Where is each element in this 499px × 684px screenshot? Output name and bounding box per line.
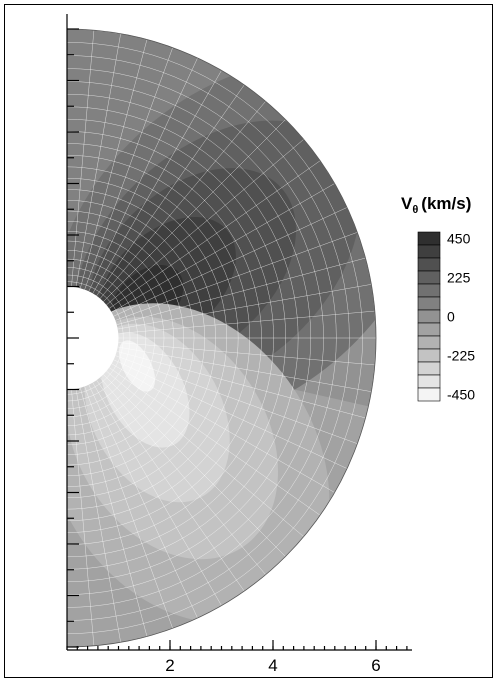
mesh-radial [109,160,321,309]
colorbar-swatch [417,231,441,246]
colorbar-label: 225 [447,270,471,286]
x-tick-label: 6 [371,656,380,675]
colorbar-swatch [417,270,441,285]
mesh-radial [80,39,148,289]
mesh-radial [113,359,348,469]
colorbar-swatch [417,374,441,389]
mesh-radial [75,33,121,288]
x-tick-label: 2 [165,656,174,675]
mesh-radial [111,183,335,313]
colorbar-swatch [417,257,441,272]
mesh-radial [92,70,222,294]
mesh-radial [75,388,121,643]
inner-boundary [67,286,119,390]
mesh-radial [118,342,375,366]
mesh-radial [84,386,173,629]
mesh-radial [116,257,366,325]
colorbar-title: Vθ (km/s) [401,194,471,216]
mesh-radial [118,310,375,334]
mesh-radial [71,30,95,287]
colorbar-swatch [417,387,441,402]
colorbar-swatch [417,244,441,259]
x-tick-label: 4 [268,656,277,675]
mesh-radial [117,284,372,330]
mesh-radial [92,382,222,606]
colorbar-swatch [417,296,441,311]
mesh-radial [96,84,245,296]
mesh-radial [103,119,286,302]
colorbar-swatch [417,335,441,350]
mesh-radial [99,377,266,575]
mesh-radial [115,355,358,444]
colorbar-swatch [417,361,441,376]
colorbar-swatch [417,283,441,298]
mesh-radial [106,370,304,537]
mesh-radial [71,389,95,646]
mesh-radial [88,384,198,619]
mesh-radial [115,232,358,321]
colorbar-label: -450 [447,387,475,403]
mesh-radial [117,346,372,392]
colorbar-label: 450 [447,231,471,247]
colorbar-swatch [417,348,441,363]
colorbar-label: 0 [447,309,455,325]
outer-boundary [66,28,377,648]
mesh-radial [84,47,173,290]
region-lower-core [118,340,156,392]
mesh-radial [80,387,148,637]
mesh-radial [99,101,266,299]
mesh-radial [116,351,366,419]
colorbar-swatch [417,309,441,324]
mesh-radial [111,363,335,493]
mesh-radial [109,367,321,516]
mesh-radial [103,374,286,557]
mesh-radial [113,207,348,317]
colorbar-label: -225 [447,348,475,364]
mesh-radial [106,139,304,306]
mesh-radial [96,380,245,592]
figure-frame [4,4,493,678]
colorbar-swatch [417,322,441,337]
mesh-radial [88,57,198,292]
